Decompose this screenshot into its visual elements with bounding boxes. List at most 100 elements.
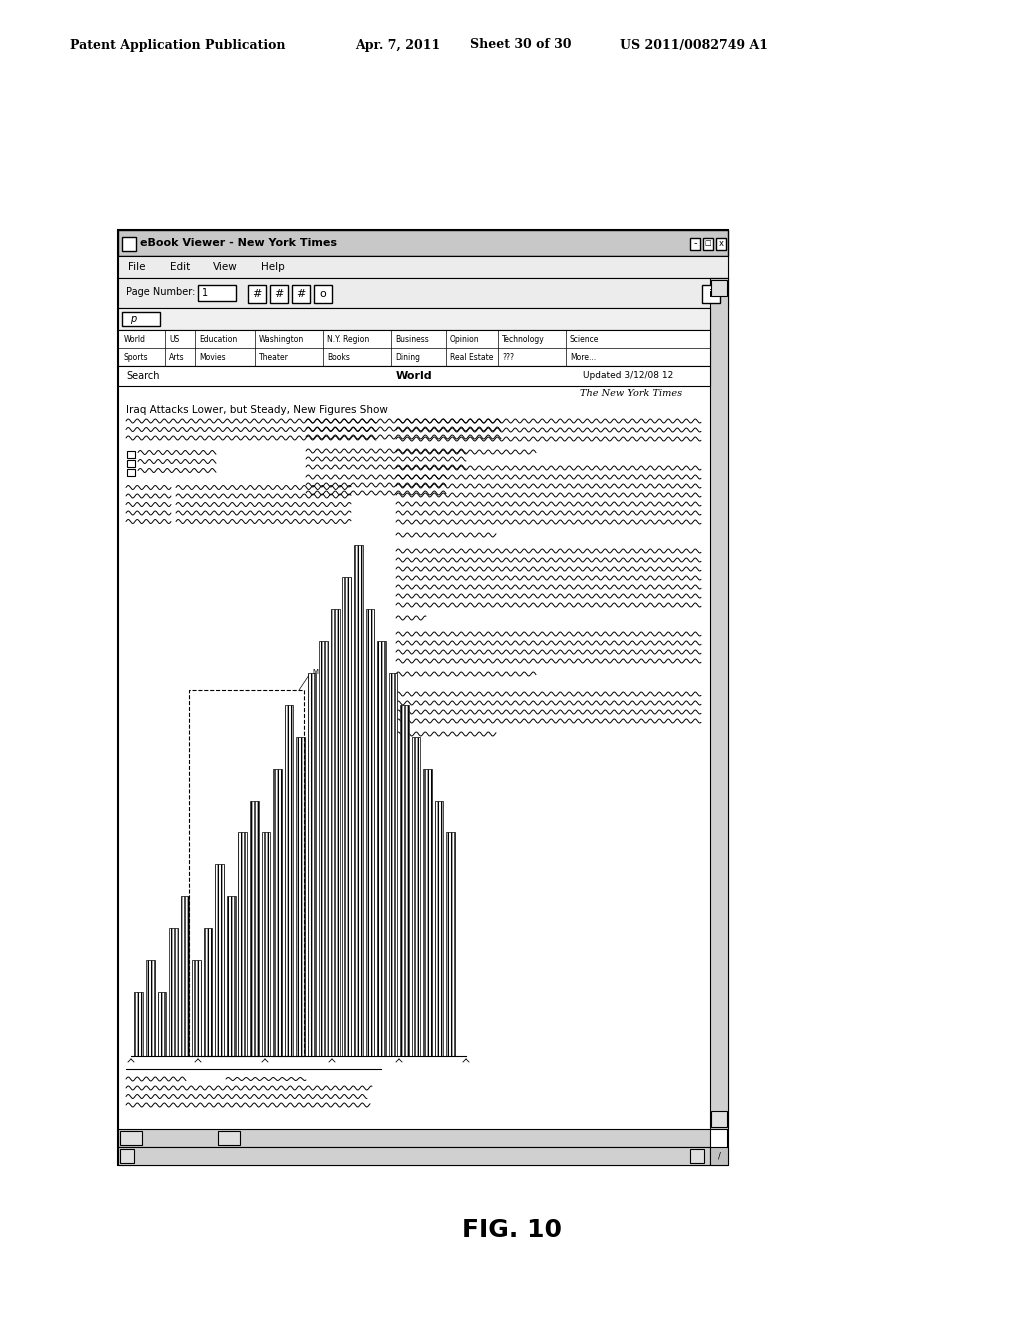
Bar	[273, 768, 282, 1056]
Text: o: o	[319, 289, 327, 300]
Text: Page Number:: Page Number:	[126, 286, 196, 297]
Bar	[122, 238, 136, 251]
Bar	[118, 230, 728, 1166]
Text: Apr. 7, 2011: Apr. 7, 2011	[355, 38, 440, 51]
Text: Opinion: Opinion	[450, 334, 479, 343]
Bar	[354, 545, 362, 1056]
Bar	[193, 960, 201, 1056]
Bar	[296, 737, 305, 1056]
Bar	[248, 285, 266, 304]
Bar	[710, 1147, 728, 1166]
Text: The New York Times: The New York Times	[580, 388, 682, 397]
Bar	[204, 928, 212, 1056]
Text: i: i	[710, 289, 713, 300]
Bar	[118, 279, 728, 308]
Bar	[285, 705, 293, 1056]
Text: Help: Help	[261, 261, 285, 272]
Text: Search: Search	[126, 371, 160, 381]
Text: ???: ???	[502, 352, 514, 362]
Text: Science: Science	[570, 334, 599, 343]
Text: Updated 3/12/08 12: Updated 3/12/08 12	[583, 371, 673, 380]
Text: Books: Books	[327, 352, 350, 362]
Bar	[690, 1148, 705, 1163]
Text: View: View	[213, 261, 238, 272]
Bar	[158, 993, 166, 1056]
Text: Arts: Arts	[169, 352, 184, 362]
Bar	[270, 285, 288, 304]
Bar	[118, 1147, 710, 1166]
Text: FIG. 10: FIG. 10	[462, 1218, 562, 1242]
Bar	[716, 238, 726, 249]
Bar	[250, 800, 259, 1056]
Bar	[227, 896, 236, 1056]
Bar	[388, 673, 397, 1056]
Text: Business: Business	[395, 334, 429, 343]
Bar	[377, 640, 386, 1056]
Bar	[118, 330, 710, 366]
Bar	[127, 450, 135, 458]
Bar	[342, 577, 351, 1056]
Bar	[711, 280, 727, 296]
Bar	[218, 1131, 240, 1144]
Bar	[120, 1148, 134, 1163]
Text: □: □	[705, 240, 712, 246]
Bar	[446, 833, 455, 1056]
Bar	[711, 1111, 727, 1127]
Text: US: US	[169, 334, 179, 343]
Bar	[118, 256, 728, 279]
Bar	[702, 285, 720, 304]
Bar	[314, 285, 332, 304]
Text: #: #	[252, 289, 262, 300]
Bar	[308, 673, 316, 1056]
Bar	[292, 285, 310, 304]
Text: World: World	[124, 334, 146, 343]
Text: More...: More...	[570, 352, 596, 362]
Text: /: /	[718, 1151, 721, 1160]
Text: Technology: Technology	[502, 334, 545, 343]
Bar	[134, 993, 143, 1056]
Text: M: M	[312, 669, 318, 675]
Text: x: x	[719, 239, 724, 248]
Bar	[118, 1129, 710, 1147]
Bar	[127, 469, 135, 475]
Text: Education: Education	[199, 334, 238, 343]
Text: Movies: Movies	[199, 352, 225, 362]
Text: World: World	[395, 371, 432, 381]
Bar	[120, 1131, 142, 1144]
Bar	[366, 609, 374, 1056]
Bar	[215, 865, 224, 1056]
Bar	[690, 238, 700, 249]
Bar	[423, 768, 432, 1056]
Bar	[127, 459, 135, 466]
Text: #: #	[274, 289, 284, 300]
Text: Iraq Attacks Lower, but Steady, New Figures Show: Iraq Attacks Lower, but Steady, New Figu…	[126, 405, 388, 414]
Bar	[400, 705, 409, 1056]
Bar	[198, 285, 236, 301]
Bar	[180, 896, 189, 1056]
Bar	[703, 238, 713, 249]
Text: Washington: Washington	[259, 334, 304, 343]
Text: N.Y. Region: N.Y. Region	[327, 334, 370, 343]
Bar	[239, 833, 247, 1056]
Text: File: File	[128, 261, 145, 272]
Text: Dining: Dining	[395, 352, 420, 362]
Text: #: #	[296, 289, 306, 300]
Text: Patent Application Publication: Patent Application Publication	[70, 38, 286, 51]
Bar	[122, 312, 160, 326]
Bar	[710, 279, 728, 1129]
Bar	[118, 308, 710, 330]
Text: p: p	[130, 314, 136, 323]
Bar	[435, 800, 443, 1056]
Bar	[188, 689, 304, 1056]
Bar	[331, 609, 340, 1056]
Bar	[118, 366, 710, 385]
Text: Sheet 30 of 30: Sheet 30 of 30	[470, 38, 571, 51]
Bar	[319, 640, 328, 1056]
Bar	[169, 928, 178, 1056]
Text: Sports: Sports	[124, 352, 148, 362]
Text: 1: 1	[202, 288, 208, 298]
Text: eBook Viewer - New York Times: eBook Viewer - New York Times	[140, 238, 337, 248]
Text: -: -	[693, 238, 696, 248]
Bar	[412, 737, 421, 1056]
Bar	[146, 960, 155, 1056]
